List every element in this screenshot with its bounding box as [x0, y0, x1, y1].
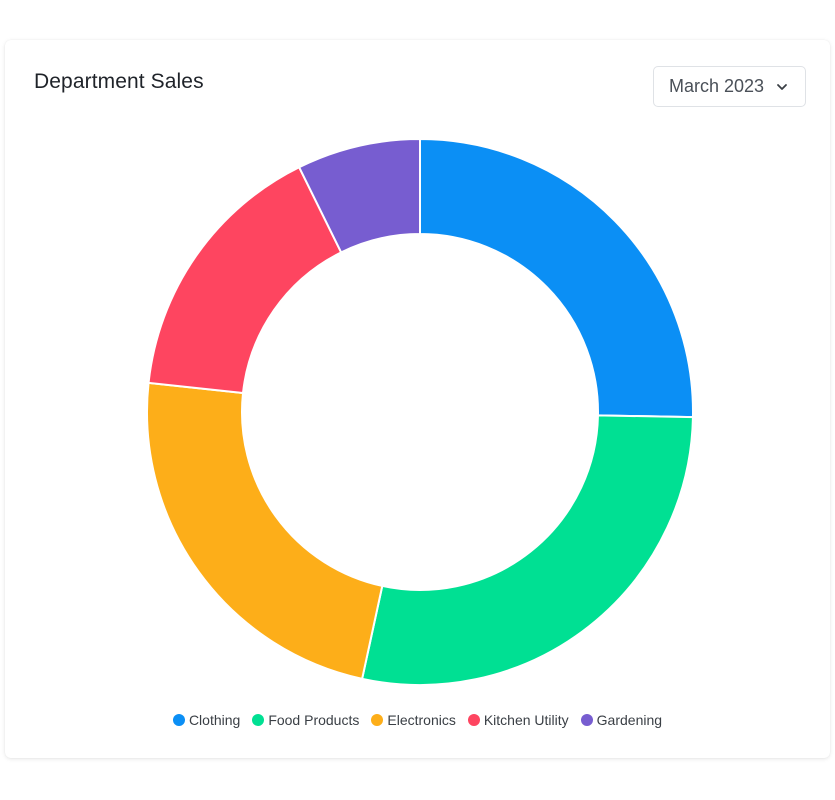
legend-item-kitchen-utility[interactable]: Kitchen Utility — [468, 712, 569, 728]
legend-marker — [371, 714, 383, 726]
legend-label: Kitchen Utility — [484, 712, 569, 728]
legend-item-gardening[interactable]: Gardening — [581, 712, 662, 728]
legend-marker — [252, 714, 264, 726]
donut-slice-electronics[interactable] — [147, 383, 382, 679]
legend-marker — [173, 714, 185, 726]
legend-label: Electronics — [387, 712, 455, 728]
legend-marker — [581, 714, 593, 726]
donut-chart — [5, 40, 830, 758]
legend-item-food-products[interactable]: Food Products — [252, 712, 359, 728]
legend-item-clothing[interactable]: Clothing — [173, 712, 240, 728]
donut-slice-kitchen-utility[interactable] — [149, 167, 342, 393]
donut-slice-clothing[interactable] — [420, 139, 693, 417]
legend-label: Gardening — [597, 712, 662, 728]
legend-label: Clothing — [189, 712, 240, 728]
legend-marker — [468, 714, 480, 726]
department-sales-card: Department Sales March 2023 Clothing Food… — [5, 40, 830, 758]
legend-label: Food Products — [268, 712, 359, 728]
chart-legend: Clothing Food Products Electronics Kitchen … — [5, 712, 830, 728]
legend-item-electronics[interactable]: Electronics — [371, 712, 455, 728]
donut-slice-food-products[interactable] — [362, 415, 693, 685]
